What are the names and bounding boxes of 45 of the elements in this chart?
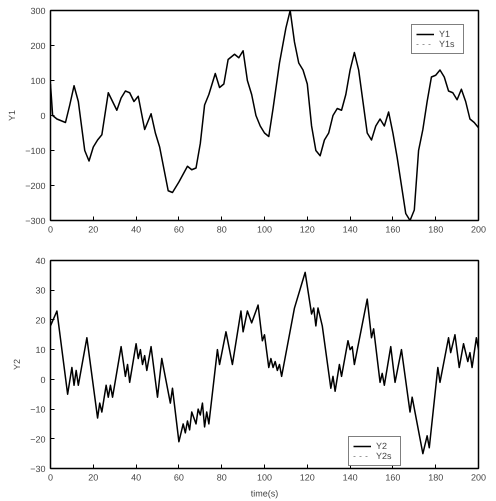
x-tick-label: 0 bbox=[48, 472, 54, 482]
legend-label: Y1s bbox=[439, 39, 456, 49]
x-tick-label: 60 bbox=[174, 472, 184, 482]
x-tick-label: 200 bbox=[470, 472, 486, 482]
x-tick-label: 80 bbox=[216, 472, 227, 482]
x-tick-label: 20 bbox=[88, 224, 98, 234]
legend-label: Y2s bbox=[376, 451, 393, 461]
x-tick-label: 20 bbox=[88, 472, 98, 482]
line-series bbox=[50, 10, 478, 220]
x-tick-label: 120 bbox=[300, 224, 315, 234]
y-tick-label: −300 bbox=[25, 216, 46, 226]
x-tick-label: 0 bbox=[48, 224, 54, 234]
x-tick-label: 100 bbox=[256, 224, 272, 234]
y-tick-label: 20 bbox=[35, 315, 46, 326]
y-tick-label: 0 bbox=[40, 374, 46, 385]
x-tick-label: 160 bbox=[385, 472, 400, 482]
x-tick-label: 180 bbox=[428, 224, 444, 234]
y-axis-title: Y1 bbox=[7, 110, 18, 122]
legend-label: Y1 bbox=[439, 29, 452, 39]
legend-label: Y2 bbox=[376, 441, 388, 451]
x-tick-label: 120 bbox=[300, 472, 315, 482]
y-tick-label: −100 bbox=[25, 146, 46, 156]
x-tick-label: 140 bbox=[342, 224, 358, 234]
y-tick-label: −20 bbox=[30, 434, 46, 444]
x-tick-label: 180 bbox=[428, 472, 444, 482]
y-tick-label: 0 bbox=[40, 111, 46, 121]
x-tick-label: 100 bbox=[256, 472, 272, 482]
x-tick-label: 40 bbox=[131, 472, 142, 482]
y-tick-label: 100 bbox=[30, 76, 46, 86]
y-tick-label: 30 bbox=[35, 286, 46, 296]
y-tick-label: −200 bbox=[25, 181, 46, 191]
x-tick-label: 40 bbox=[131, 224, 142, 234]
x-tick-label: 200 bbox=[470, 224, 486, 234]
y-tick-label: 300 bbox=[30, 6, 46, 16]
x-tick-label: 160 bbox=[385, 224, 400, 234]
x-axis-title: time(s) bbox=[250, 488, 278, 498]
y-axis-title: Y2 bbox=[12, 358, 22, 370]
y-tick-label: −10 bbox=[30, 404, 46, 415]
y-tick-label: 10 bbox=[35, 345, 46, 356]
x-tick-label: 60 bbox=[174, 224, 184, 234]
y-tick-label: 40 bbox=[35, 256, 46, 266]
y-tick-label: −30 bbox=[30, 464, 46, 474]
x-tick-label: 80 bbox=[216, 224, 227, 234]
x-tick-label: 140 bbox=[342, 472, 358, 482]
y-tick-label: 200 bbox=[30, 41, 46, 51]
